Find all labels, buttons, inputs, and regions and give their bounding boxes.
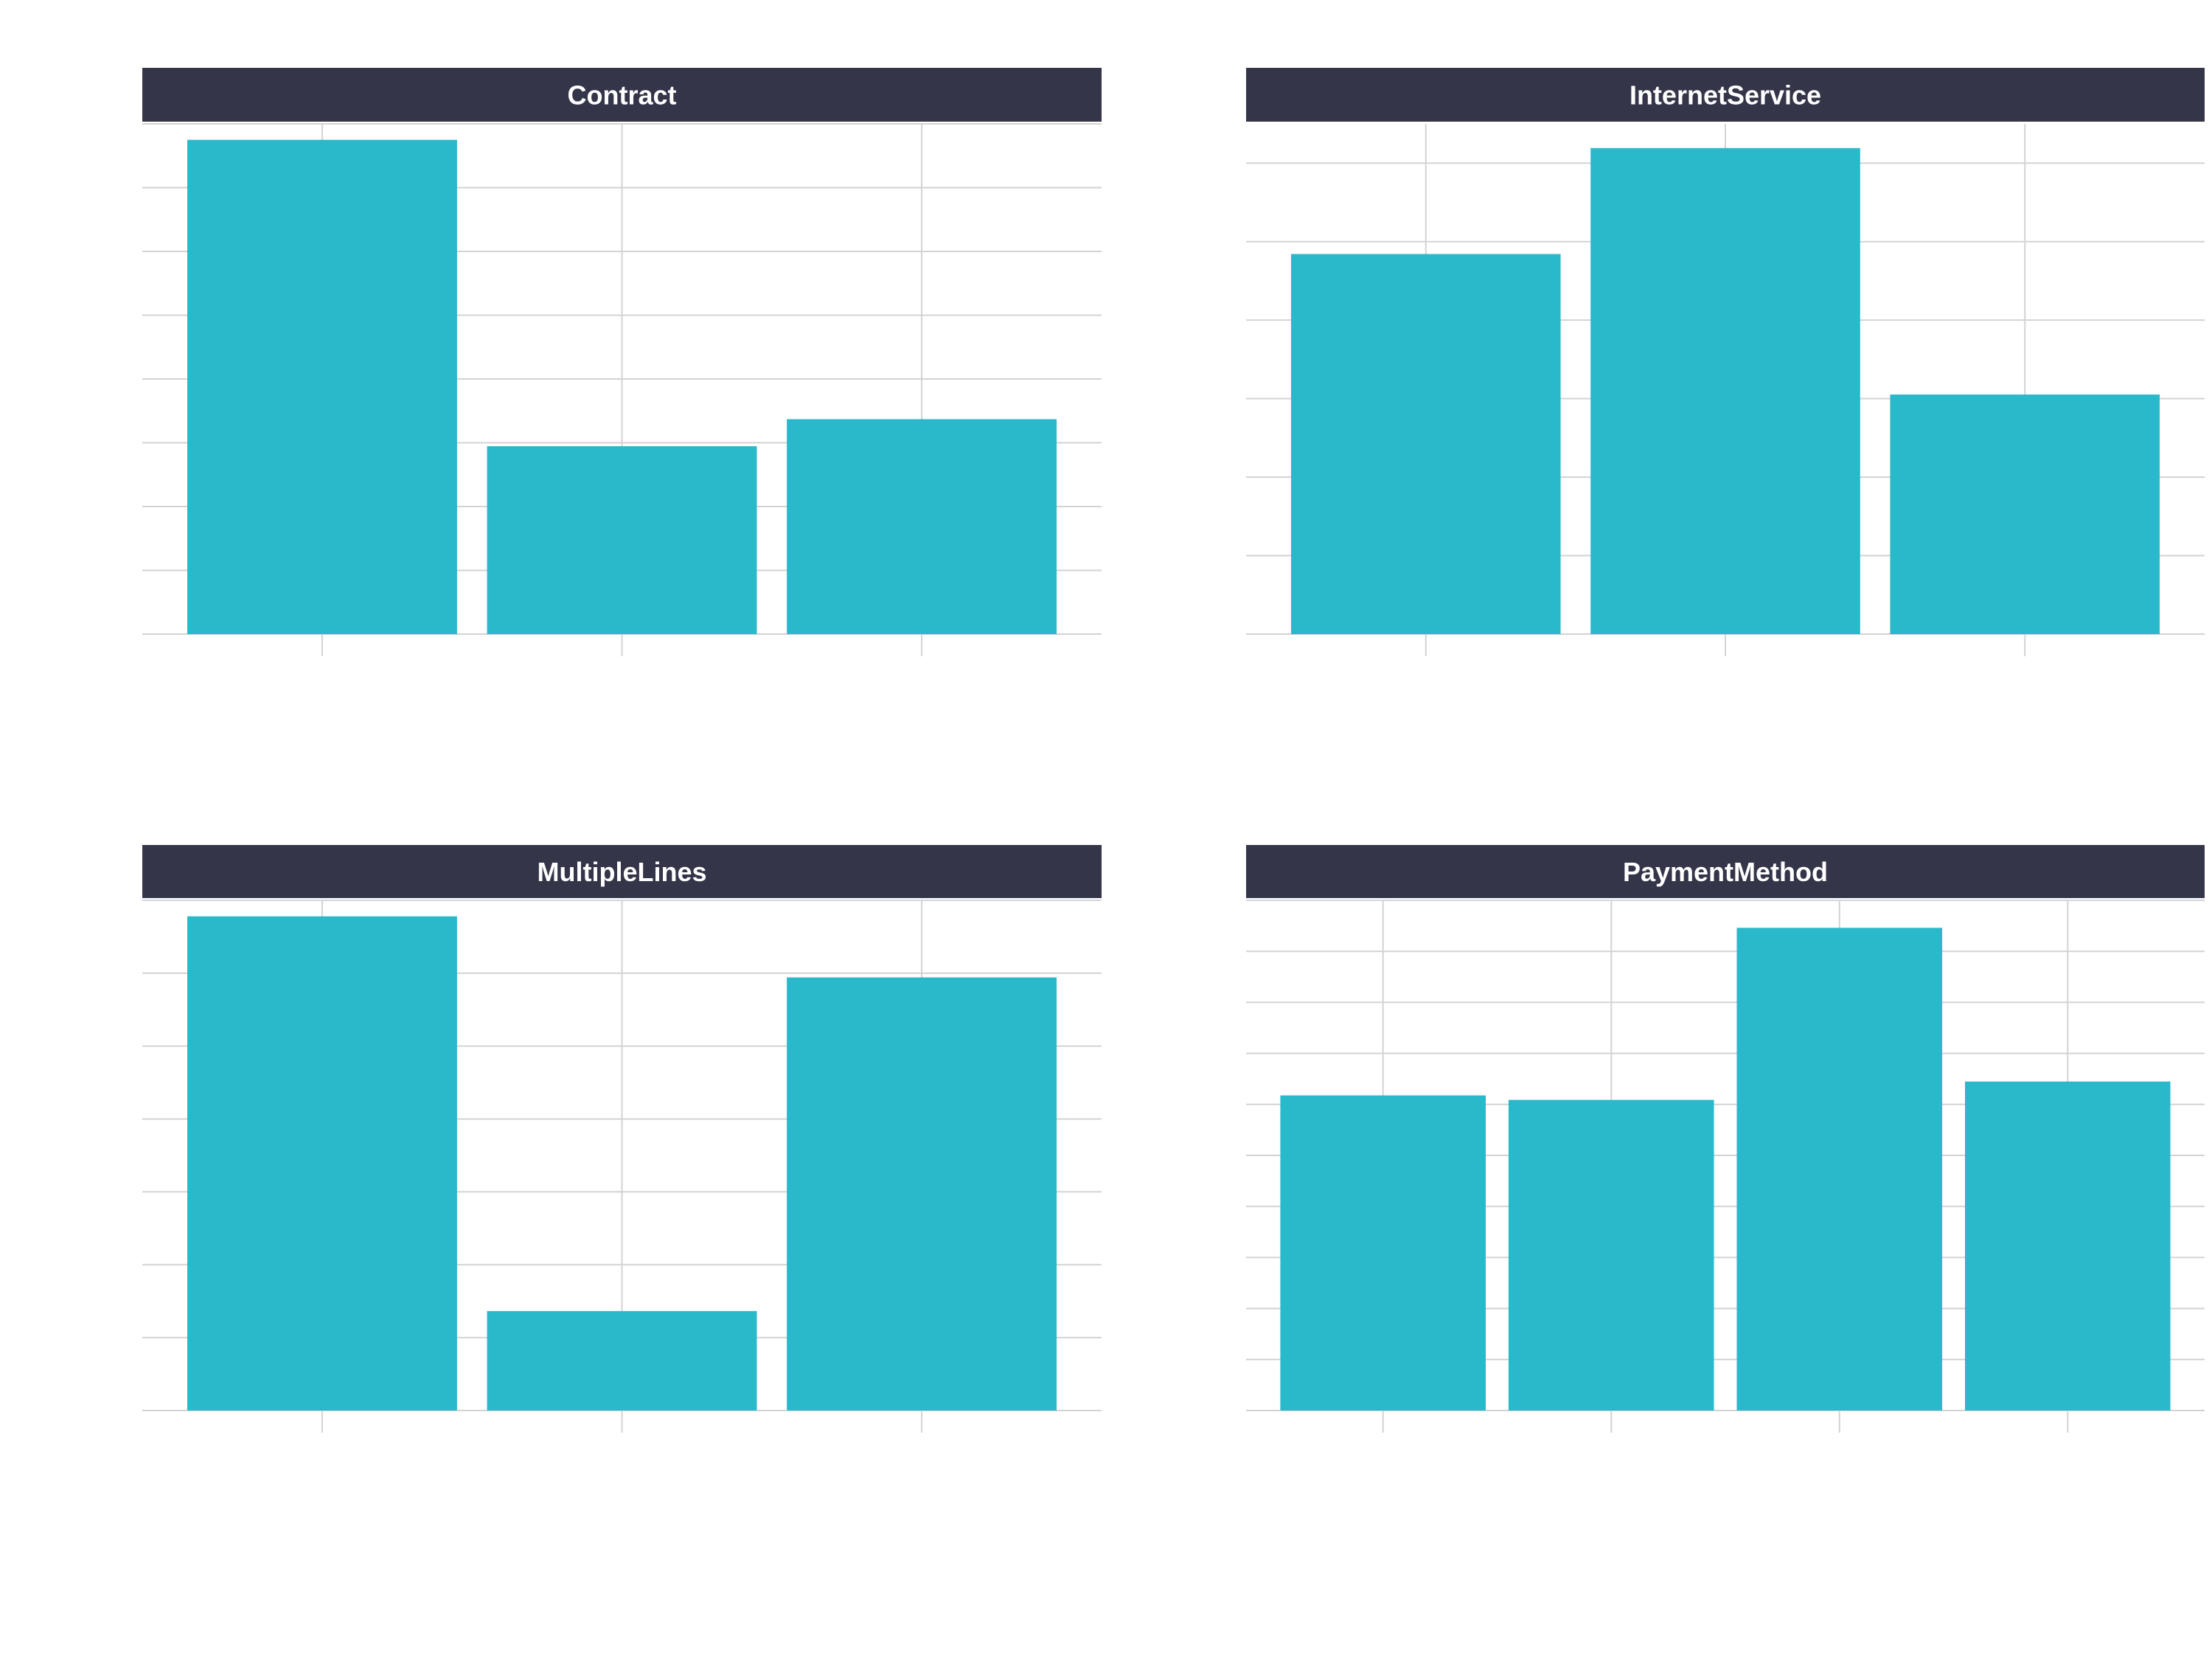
bar: [787, 419, 1057, 634]
facet-strip: [1246, 845, 2205, 898]
facet-title: Contract: [567, 80, 676, 111]
facet-panel: MultipleLines: [142, 845, 1102, 1433]
bar: [787, 977, 1057, 1411]
facet-title: InternetService: [1630, 80, 1821, 111]
facet-panel: InternetService: [1246, 68, 2205, 656]
bar: [1736, 928, 1943, 1411]
facet-strip: [142, 68, 1102, 122]
bar: [487, 1311, 757, 1411]
bar: [187, 916, 457, 1411]
bar: [1290, 254, 1561, 634]
facet-panel: Contract: [142, 68, 1102, 656]
bar: [1965, 1081, 2171, 1411]
facet-panel: PaymentMethod: [1246, 845, 2205, 1433]
bar: [1508, 1099, 1714, 1411]
bar: [1590, 147, 1860, 634]
facet-strip: [142, 845, 1102, 898]
bar: [1890, 394, 2160, 634]
facet-strip: [1246, 68, 2205, 122]
facet-title: MultipleLines: [537, 857, 706, 887]
facet-title: PaymentMethod: [1623, 857, 1828, 887]
bar: [187, 139, 457, 634]
bar: [1280, 1095, 1486, 1411]
bar: [487, 446, 757, 634]
